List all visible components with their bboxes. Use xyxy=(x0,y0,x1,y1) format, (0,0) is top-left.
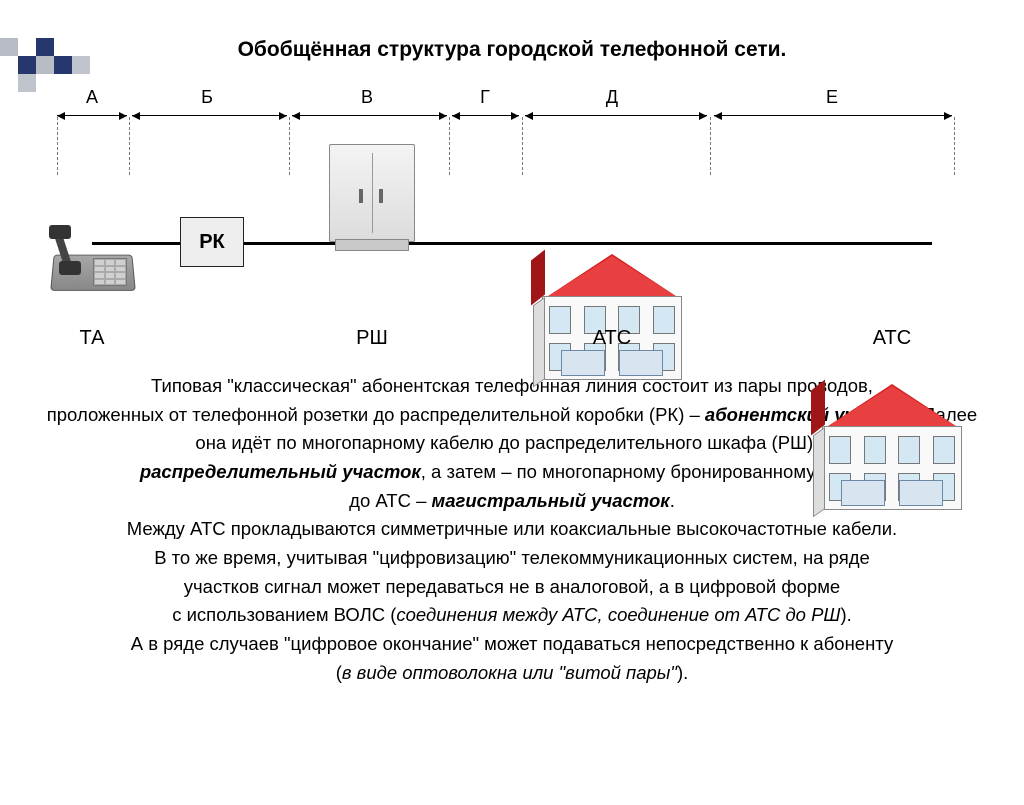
desc-line: А в ряде случаев "цифровое окончание" мо… xyxy=(131,633,894,654)
desc-line: проложенных от телефонной розетки до рас… xyxy=(47,404,705,425)
desc-em: соединения между АТС, соединение от АТС … xyxy=(396,604,840,625)
dim-line xyxy=(525,115,707,116)
term-distribution: распределительный участок xyxy=(140,461,421,482)
desc-line: участков сигнал может передаваться не в … xyxy=(184,576,840,597)
node-label-ТА: ТА xyxy=(80,327,105,350)
segment-label-Б: Б xyxy=(201,87,213,108)
node-label-АТС: АТС xyxy=(873,327,911,350)
network-diagram: АБВГДЕ ТАРКРШАТСАТС xyxy=(32,87,992,332)
dim-line xyxy=(292,115,447,116)
atc-building xyxy=(532,250,692,380)
desc-line: ). xyxy=(840,604,851,625)
segment-label-Д: Д xyxy=(606,87,618,108)
page-title: Обобщённая структура городской телефонно… xyxy=(0,38,1024,62)
desc-line: Типовая "классическая" абонентская телеф… xyxy=(151,375,873,396)
telephone-icon xyxy=(47,227,137,292)
segment-label-В: В xyxy=(361,87,373,108)
desc-line: ). xyxy=(677,662,688,683)
desc-line: В то же время, учитывая "цифровизацию" т… xyxy=(154,547,870,568)
rsh-cabinet xyxy=(329,144,415,242)
atc-building xyxy=(812,380,972,510)
segment-label-Г: Г xyxy=(480,87,490,108)
desc-line: Между АТС прокладываются симметричные ил… xyxy=(127,518,897,539)
desc-em: в виде оптоволокна или "витой пары" xyxy=(342,662,677,683)
rk-box: РК xyxy=(180,217,244,267)
segment-label-Е: Е xyxy=(826,87,838,108)
desc-line: с использованием ВОЛС ( xyxy=(172,604,396,625)
term-trunk: магистральный участок xyxy=(432,490,670,511)
segment-label-А: А xyxy=(86,87,98,108)
desc-line: до АТС – xyxy=(349,490,431,511)
node-label-АТС: АТС xyxy=(593,327,631,350)
dim-line xyxy=(452,115,519,116)
dim-line xyxy=(714,115,952,116)
desc-line: . xyxy=(670,490,675,511)
dim-line xyxy=(132,115,287,116)
node-label-РШ: РШ xyxy=(356,327,388,350)
dim-line xyxy=(57,115,127,116)
